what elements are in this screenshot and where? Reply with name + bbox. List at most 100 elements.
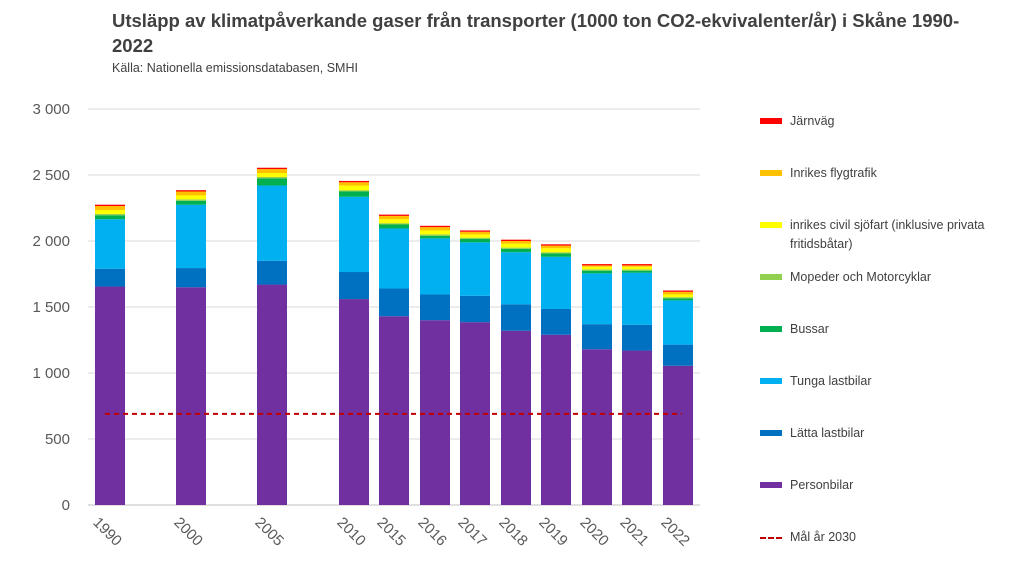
bar-segment <box>582 264 612 266</box>
bar-segment <box>541 334 571 505</box>
legend-item: Inrikes flygtrafik <box>760 164 1010 183</box>
bar-segment <box>622 324 652 351</box>
bar-segment <box>663 294 693 298</box>
legend-item: Mopeder och Motorcyklar <box>760 268 1010 287</box>
bar-segment <box>582 273 612 325</box>
legend-label: Mopeder och Motorcyklar <box>790 270 932 284</box>
bar-segment <box>379 214 409 216</box>
bar-segment <box>622 266 652 270</box>
bar-segment <box>95 219 125 269</box>
bar-segment <box>257 167 287 170</box>
y-tick-label: 500 <box>45 431 70 448</box>
y-tick-label: 1 500 <box>32 299 70 316</box>
x-tick-label: 2016 <box>414 514 450 550</box>
bar-segment <box>420 294 450 321</box>
legend-swatch <box>760 274 782 280</box>
legend-label: Tunga lastbilar <box>790 374 872 388</box>
y-tick-label: 1 000 <box>32 365 70 382</box>
bar-segment <box>501 241 531 244</box>
bar-segment <box>622 265 652 267</box>
x-tick-label: 2021 <box>616 514 652 550</box>
legend-label: Lätta lastbilar <box>790 426 865 440</box>
bar-segment <box>460 239 490 243</box>
bar-segment <box>176 204 206 269</box>
chart-title: Utsläpp av klimatpåverkande gaser från t… <box>112 10 960 56</box>
bar-segment <box>176 268 206 288</box>
x-tick-label: 2019 <box>535 514 571 550</box>
bar-segment <box>420 320 450 505</box>
legend-item: Bussar <box>760 320 1010 339</box>
bar-segment <box>663 290 693 292</box>
bar-segment <box>663 297 693 299</box>
x-tick-label: 2022 <box>657 514 693 550</box>
bar-segment <box>420 235 450 239</box>
bar-segment <box>379 228 409 289</box>
bar-segment <box>339 180 369 183</box>
y-tick-label: 3 000 <box>32 101 70 118</box>
bar-segment <box>501 243 531 248</box>
bar-segment <box>622 272 652 325</box>
x-tick-label: 2015 <box>373 514 409 550</box>
bar-segment <box>339 196 369 273</box>
bar-segment <box>257 178 287 186</box>
bar-segment <box>95 268 125 287</box>
bar-segment <box>379 316 409 505</box>
legend-swatch <box>760 222 782 228</box>
legend-label: Inrikes flygtrafik <box>790 166 877 180</box>
bar-segment <box>95 209 125 214</box>
bar-segment <box>339 191 369 197</box>
bar-segment <box>663 298 693 301</box>
y-tick-label: 2 000 <box>32 233 70 250</box>
bar-segment <box>420 230 450 235</box>
x-tick-label: 2010 <box>333 514 369 550</box>
x-tick-label: 1990 <box>89 514 125 550</box>
bar-segment <box>541 256 571 309</box>
bar-segment <box>95 213 125 216</box>
bar-segment <box>501 248 531 253</box>
bar-segment <box>420 227 450 231</box>
bar-segment <box>501 304 531 331</box>
chart-source: Källa: Nationella emissionsdatabasen, SM… <box>112 61 358 75</box>
bar-segment <box>379 288 409 317</box>
bar-segment <box>622 270 652 273</box>
legend-item: Personbilar <box>760 476 1010 495</box>
legend-item: Järnväg <box>760 112 1010 131</box>
bar-segment <box>420 234 450 236</box>
bar-segment <box>257 176 287 179</box>
bar-segment <box>176 287 206 505</box>
bar-segment <box>176 195 206 200</box>
legend-label: Personbilar <box>790 478 854 492</box>
legend-item: inrikes civil sjöfart (inklusive privata… <box>760 216 1010 254</box>
bar-segment <box>95 204 125 207</box>
bar-segment <box>460 234 490 238</box>
x-tick-label: 2017 <box>454 514 490 550</box>
bar-segment <box>379 219 409 224</box>
legend-item-reference: Mål år 2030 <box>760 528 1010 547</box>
legend-item: Tunga lastbilar <box>760 372 1010 391</box>
bar-segment <box>622 269 652 271</box>
legend-label: inrikes civil sjöfart (inklusive privata… <box>790 218 985 251</box>
bar-segment <box>501 252 531 305</box>
bar-segment <box>257 173 287 177</box>
bar-segment <box>541 248 571 253</box>
bar-segment <box>622 350 652 505</box>
bar-segment <box>379 223 409 225</box>
y-tick-label: 2 500 <box>32 167 70 184</box>
bar-segment <box>257 260 287 285</box>
bar-segment <box>501 239 531 241</box>
bar-segment <box>460 231 490 235</box>
bar-segment <box>582 269 612 271</box>
bar-segment <box>582 324 612 350</box>
legend-swatch <box>760 326 782 332</box>
bar-segment <box>257 284 287 505</box>
bar-segment <box>582 266 612 270</box>
bar-segment <box>339 182 369 186</box>
bar-segment <box>339 272 369 300</box>
bar-segment <box>501 247 531 249</box>
legend-swatch <box>760 118 782 124</box>
legend-label: Bussar <box>790 322 829 336</box>
legend-label: Järnväg <box>790 114 835 128</box>
bar-segment <box>379 224 409 229</box>
bar-segment <box>339 299 369 505</box>
bar-segment <box>582 270 612 274</box>
